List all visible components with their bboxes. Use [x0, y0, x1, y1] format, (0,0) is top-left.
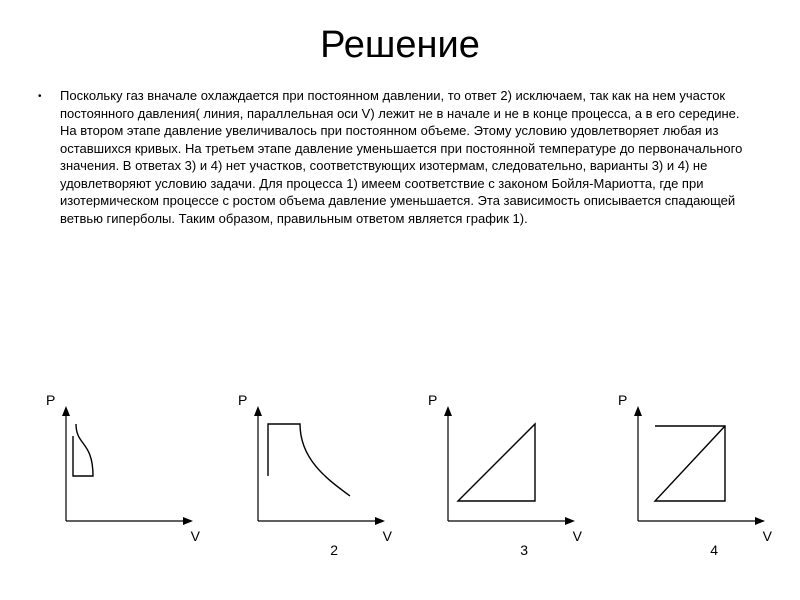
charts-row: P V P V 2 P V 3 [0, 392, 800, 572]
y-axis-arrow [634, 406, 642, 416]
y-axis-arrow [254, 406, 262, 416]
y-axis-arrow [444, 406, 452, 416]
axis-v-label: V [383, 528, 392, 544]
axis-v-label: V [191, 528, 200, 544]
axis-p-label: P [46, 392, 55, 408]
chart-3-svg [440, 406, 580, 536]
curve-1 [73, 424, 93, 476]
curve-2 [268, 424, 350, 496]
x-axis-arrow [375, 517, 385, 525]
chart-4-svg [630, 406, 770, 536]
x-axis-arrow [183, 517, 193, 525]
solution-block: • Поскольку газ вначале охлаждается при … [0, 87, 800, 227]
curve-3 [458, 424, 535, 501]
chart-3: P V 3 [410, 392, 590, 552]
chart-1: P V [28, 392, 208, 552]
chart-3-number: 3 [520, 542, 528, 558]
chart-2-number: 2 [330, 542, 338, 558]
y-axis-arrow [62, 406, 70, 416]
axis-p-label: P [428, 392, 437, 408]
page-title: Решение [0, 0, 800, 87]
axis-v-label: V [573, 528, 582, 544]
chart-2-svg [250, 406, 390, 536]
axis-p-label: P [238, 392, 247, 408]
solution-text: Поскольку газ вначале охлаждается при по… [60, 88, 742, 226]
curve-4 [655, 426, 725, 501]
x-axis-arrow [755, 517, 765, 525]
axis-v-label: V [763, 528, 772, 544]
chart-4-number: 4 [710, 542, 718, 558]
axis-p-label: P [618, 392, 627, 408]
chart-4: P V 4 [600, 392, 780, 552]
chart-2: P V 2 [220, 392, 400, 552]
chart-1-svg [58, 406, 198, 536]
bullet-marker: • [38, 90, 42, 104]
x-axis-arrow [565, 517, 575, 525]
